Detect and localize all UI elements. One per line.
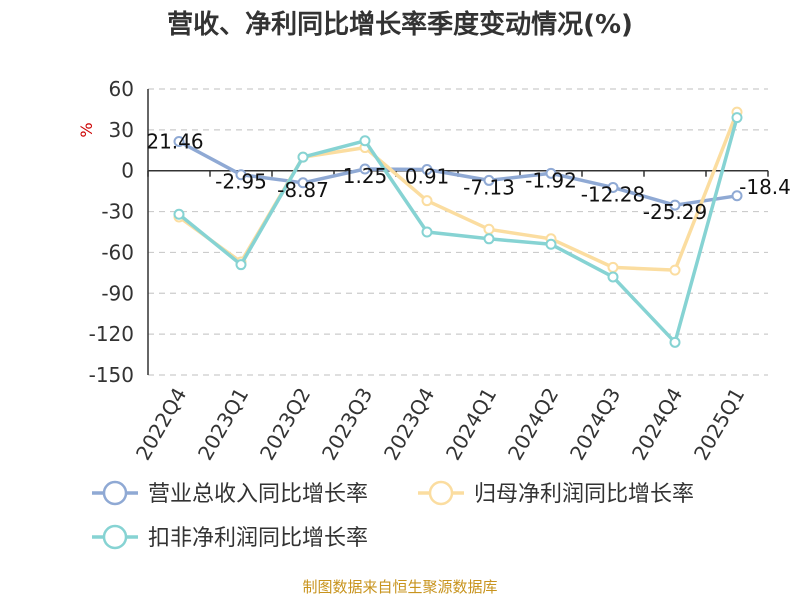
y-tick-label: 60	[109, 77, 134, 101]
legend-item: 营业总收入同比增长率	[92, 480, 368, 507]
x-tick-label: 2024Q1	[441, 384, 501, 465]
data-point	[731, 190, 743, 202]
data-label: -8.87	[277, 178, 329, 202]
y-tick-label: 30	[109, 118, 134, 142]
legend-marker	[102, 524, 128, 550]
data-point	[545, 238, 557, 250]
y-tick-label: -90	[101, 281, 134, 305]
data-label: -2.95	[215, 170, 267, 194]
data-point	[173, 208, 185, 220]
data-point	[297, 151, 309, 163]
data-labels: 21.46-2.95 -8.871.25 0.91 -7.13 -1.92-12.28-…	[146, 129, 791, 224]
x-tick-label: 2025Q1	[689, 384, 749, 465]
data-label: -1.92	[525, 168, 577, 192]
legend-label: 扣非净利润同比增长率	[148, 526, 368, 551]
data-label: 1.25	[343, 164, 388, 188]
data-point	[421, 163, 433, 175]
data-point	[731, 112, 743, 124]
data-label: 0.91	[405, 164, 450, 188]
legend-item: 扣非净利润同比增长率	[92, 524, 368, 551]
y-tick-label: -150	[89, 363, 134, 387]
data-point	[359, 163, 371, 175]
data-point	[483, 223, 495, 235]
data-point	[669, 199, 681, 211]
x-tick-label: 2022Q4	[131, 384, 191, 465]
data-label: -7.13	[463, 175, 515, 199]
data-point	[483, 233, 495, 245]
data-label: -25.29	[643, 200, 707, 224]
y-tick-label: 0	[121, 159, 134, 183]
data-point	[669, 336, 681, 348]
x-tick-label: 2024Q4	[627, 384, 687, 465]
x-tick-label: 2024Q3	[565, 384, 625, 465]
legend-label: 归母净利润同比增长率	[474, 482, 694, 507]
chart-title: 营收、净利同比增长率季度变动情况(%)	[167, 9, 633, 40]
x-tick-label: 2023Q3	[317, 384, 377, 465]
series	[173, 106, 743, 348]
x-tick-label: 2023Q2	[255, 384, 315, 465]
data-label: -12.28	[581, 182, 645, 206]
x-tick-label: 2024Q2	[503, 384, 563, 465]
data-point	[235, 169, 247, 181]
data-point	[235, 259, 247, 271]
data-point	[421, 195, 433, 207]
x-tick-label: 2023Q4	[379, 384, 439, 465]
x-tick-label: 2023Q1	[193, 384, 253, 465]
data-point	[545, 167, 557, 179]
series-3	[173, 112, 743, 348]
data-point	[483, 174, 495, 186]
legend-marker	[428, 480, 454, 506]
y-tick-label: -60	[101, 240, 134, 264]
legend-label: 营业总收入同比增长率	[148, 482, 368, 507]
legend-marker	[102, 480, 128, 506]
grid	[148, 88, 768, 376]
data-point	[607, 261, 619, 273]
data-point	[297, 177, 309, 189]
y-axis-unit: %	[77, 122, 96, 137]
data-point	[607, 181, 619, 193]
data-label: -18.4	[739, 175, 791, 199]
series-1	[173, 135, 743, 211]
data-point	[173, 135, 185, 147]
data-label: 21.46	[146, 129, 203, 153]
data-point	[607, 271, 619, 283]
data-point	[421, 226, 433, 238]
data-point	[669, 264, 681, 276]
y-tick-label: -30	[101, 200, 134, 224]
series-line	[177, 117, 739, 345]
data-point	[359, 135, 371, 147]
series-line	[178, 139, 738, 207]
y-tick-label: -120	[89, 322, 134, 346]
legend-item: 归母净利润同比增长率	[418, 480, 694, 507]
source-note: 制图数据来自恒生聚源数据库	[302, 578, 497, 596]
